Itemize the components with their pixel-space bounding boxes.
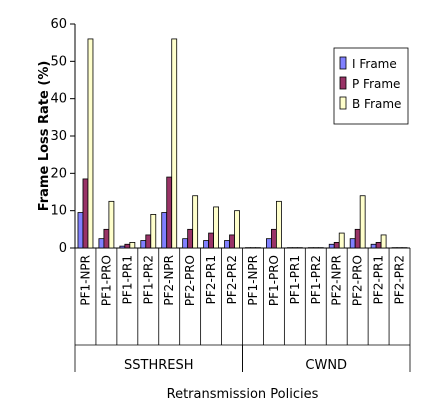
bar <box>229 234 235 249</box>
x-tick-label: PF2-NPR <box>162 255 176 306</box>
legend: I Frame P Frame B Frame <box>333 47 409 125</box>
bar <box>119 245 126 249</box>
group-label: CWND <box>305 358 347 373</box>
bar <box>208 232 214 249</box>
bar <box>77 212 84 249</box>
bar <box>187 228 194 249</box>
bar <box>82 178 89 249</box>
bar <box>103 228 110 249</box>
group-label: SSTHRESH <box>124 358 194 373</box>
x-tick-label: PF2-PRO <box>351 255 365 306</box>
y-tick-label: 20 <box>50 166 67 181</box>
bar <box>203 240 209 249</box>
x-tick-label: PF2-PR2 <box>393 255 407 304</box>
y-tick-label: 10 <box>50 204 67 219</box>
y-tick-label: 30 <box>50 129 67 144</box>
x-axis-title: Retransmission Policies <box>167 387 319 402</box>
y-axis-title: Frame Loss Rate (%) <box>37 61 52 212</box>
bars <box>77 38 408 249</box>
axis-labels: 0 10 20 30 40 50 60 PF1-NPR PF1-PRO PF1-PR1 PF1-PR… <box>37 17 407 402</box>
y-tick-label: 50 <box>50 54 67 69</box>
bar <box>224 240 230 249</box>
legend-swatch <box>339 76 347 90</box>
bar <box>108 200 115 249</box>
legend-label: B Frame <box>352 97 401 111</box>
bar <box>234 210 240 249</box>
x-tick-label: PF1-NPR <box>78 255 92 306</box>
bar <box>338 232 345 249</box>
bar <box>171 38 178 249</box>
bar <box>140 240 147 249</box>
x-tick-label: PF1-PRO <box>267 255 281 306</box>
x-tick-label: PF2-NPR <box>330 255 344 306</box>
bar <box>266 238 272 249</box>
bar <box>182 238 189 249</box>
bar <box>276 200 282 249</box>
x-tick-label: PF1-PR1 <box>288 255 302 304</box>
bar <box>129 241 136 249</box>
bar <box>166 176 173 249</box>
x-tick-label: PF2-PR2 <box>225 255 239 304</box>
bar <box>161 212 168 249</box>
bar <box>380 234 387 249</box>
x-tick-label: PF2-PRO <box>183 255 197 306</box>
bar <box>145 234 152 249</box>
bar <box>98 238 105 249</box>
bar <box>370 243 377 249</box>
bar <box>333 241 340 249</box>
x-tick-label: PF2-PR1 <box>372 255 386 304</box>
x-tick-label: PF1-PRO <box>99 255 113 306</box>
legend-label: P Frame <box>352 77 400 91</box>
legend-swatch <box>339 96 347 110</box>
x-tick-label: PF1-PR1 <box>120 255 134 304</box>
bar <box>349 238 356 249</box>
bar <box>87 38 94 249</box>
bar <box>354 228 361 249</box>
bar <box>192 195 199 249</box>
x-tick-label: PF1-PR2 <box>141 255 155 304</box>
legend-swatch <box>339 56 347 70</box>
y-tick-label: 40 <box>50 92 67 107</box>
bar <box>375 241 382 249</box>
bar <box>359 195 366 249</box>
bar <box>150 213 157 249</box>
x-tick-label: PF1-PR2 <box>309 255 323 304</box>
legend-label: I Frame <box>352 57 397 71</box>
x-tick-label: PF2-PR1 <box>204 255 218 304</box>
bar <box>328 243 335 249</box>
bar <box>271 228 277 249</box>
y-tick-label: 0 <box>59 241 67 256</box>
axes <box>70 23 411 372</box>
bar <box>213 206 219 249</box>
bar <box>124 243 131 249</box>
x-tick-label: PF1-NPR <box>246 255 260 306</box>
y-tick-label: 60 <box>50 17 67 32</box>
